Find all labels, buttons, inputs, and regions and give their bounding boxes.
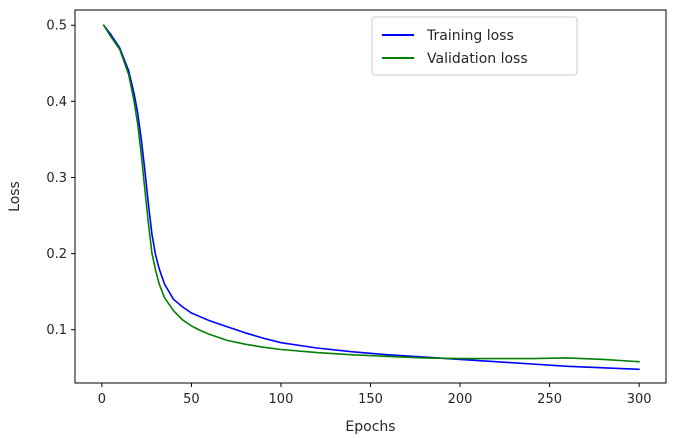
x-tick-label: 300	[627, 392, 652, 407]
series-line-training	[102, 24, 640, 371]
x-tick-label: 150	[358, 392, 383, 407]
y-tick-label: 0.2	[46, 247, 67, 262]
x-tick-label: 200	[448, 392, 473, 407]
y-tick-label: 0.3	[46, 171, 67, 186]
x-tick-label: 50	[183, 392, 200, 407]
legend-label: Validation loss	[427, 51, 528, 67]
x-tick-label: 0	[98, 392, 106, 407]
y-tick-label: 0.4	[46, 95, 67, 110]
x-axis: 0 50 100 150 200 250 300	[98, 383, 652, 407]
legend: Training loss Validation loss	[371, 16, 578, 76]
y-tick-label: 0.5	[46, 19, 67, 34]
y-axis: 0.1 0.2 0.3 0.4 0.5	[46, 19, 75, 338]
y-axis-label: Loss	[7, 181, 23, 212]
legend-box	[371, 16, 578, 76]
series-layer	[102, 24, 640, 371]
legend-label: Training loss	[426, 28, 514, 44]
x-axis-label: Epochs	[345, 419, 395, 435]
x-tick-label: 250	[537, 392, 562, 407]
y-tick-label: 0.1	[46, 323, 67, 338]
series-line-validation	[102, 24, 640, 363]
x-tick-label: 100	[269, 392, 294, 407]
